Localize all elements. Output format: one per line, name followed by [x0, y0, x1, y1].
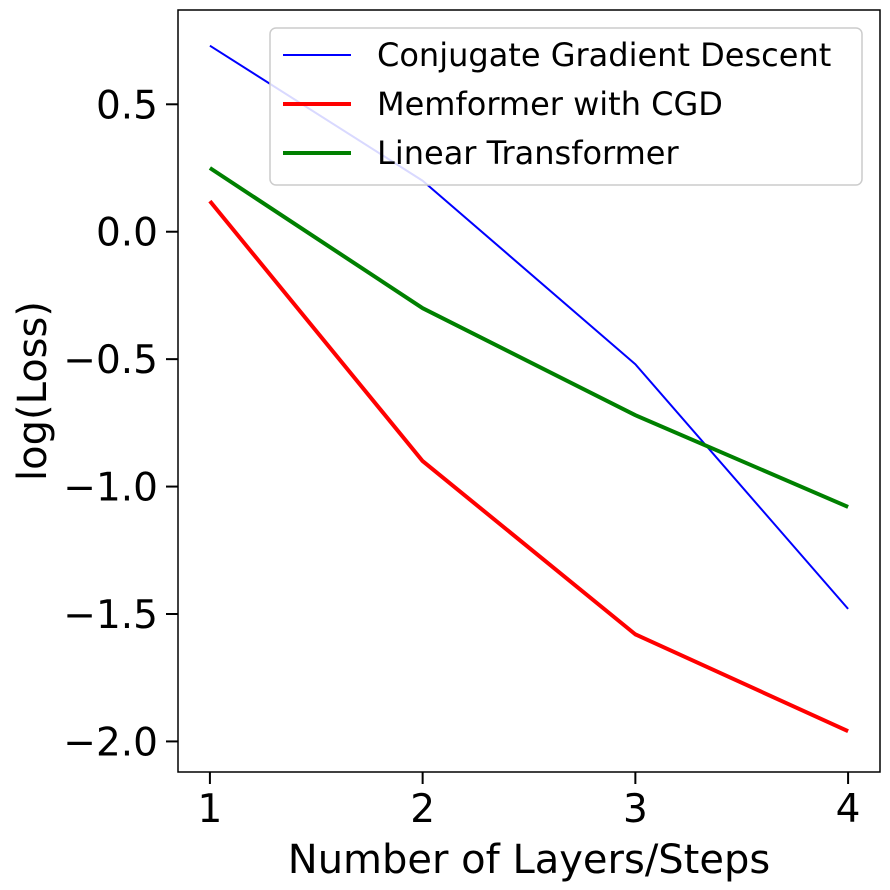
- y-axis: 0.5 0.0 −0.5 −1.0 −1.5 −2.0: [63, 83, 178, 765]
- y-tick-label: −1.5: [63, 593, 158, 638]
- x-tick-label: 3: [623, 787, 648, 832]
- legend-entry: Memformer with CGD: [377, 85, 723, 123]
- y-axis-label: log(Loss): [10, 301, 56, 481]
- y-tick-label: −2.0: [63, 720, 158, 765]
- legend: Conjugate Gradient Descent Memformer with…: [270, 28, 862, 185]
- legend-entry: Linear Transformer: [377, 134, 679, 172]
- x-tick-label: 4: [836, 787, 861, 832]
- x-tick-label: 2: [410, 787, 435, 832]
- legend-entry: Conjugate Gradient Descent: [377, 36, 831, 74]
- y-tick-label: 0.5: [96, 83, 158, 128]
- series-line-2: [210, 168, 848, 507]
- y-tick-label: −0.5: [63, 338, 158, 383]
- x-axis-label: Number of Layers/Steps: [288, 837, 770, 883]
- y-tick-label: 0.0: [96, 211, 158, 256]
- x-tick-label: 1: [197, 787, 222, 832]
- y-tick-label: −1.0: [63, 466, 158, 511]
- x-axis: 1 2 3 4: [197, 772, 860, 832]
